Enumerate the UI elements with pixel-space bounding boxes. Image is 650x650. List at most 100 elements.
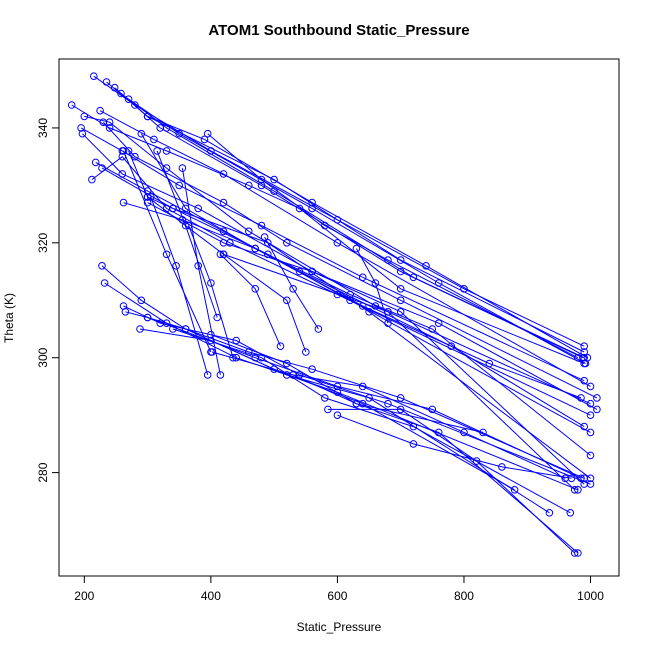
y-axis: 280 300 320 340 [36,118,60,483]
data-point [203,371,212,379]
data-point [100,279,109,287]
data-point [98,164,106,172]
data-point [510,486,519,494]
plot-area [67,72,601,557]
data-point [295,204,304,213]
data-point [346,296,354,305]
x-tick-label: 1000 [577,589,604,603]
data-point [384,399,392,408]
data-point [203,129,212,138]
data-point [384,319,392,328]
data-point [434,319,443,328]
y-tick-label: 320 [36,232,50,252]
data-point [567,474,576,483]
series-line-24 [150,196,209,376]
data-point [67,101,76,109]
data-point [289,371,297,379]
data-point [169,204,177,213]
series-line-26 [188,225,234,358]
data-point [219,250,228,259]
data-point [181,325,190,333]
data-point [245,227,253,236]
data-point [98,262,106,270]
data-point [308,365,316,374]
data-point [137,129,146,138]
data-point [283,296,291,305]
data-point [124,95,133,103]
series-line-31 [101,265,585,479]
data-point [396,308,405,316]
data-point [580,348,589,356]
data-point [276,342,285,351]
y-axis-label: Theta (K) [2,293,16,343]
data-point [77,124,85,132]
data-point [257,221,266,230]
data-point [90,72,98,80]
data-point [321,394,329,402]
data-point [586,451,595,460]
data-point [153,147,161,155]
data-point [302,348,310,356]
x-tick-label: 200 [74,589,94,603]
data-point [251,285,259,293]
data-point [308,267,316,276]
data-point [365,394,373,402]
series-line-42 [327,408,576,554]
data-point [131,152,139,161]
data-point [102,78,111,86]
series-line-25 [123,150,212,353]
data-point [124,147,133,155]
data-point [150,135,158,144]
data-point [574,486,582,494]
data-point [358,382,367,391]
series-line-16 [101,167,591,433]
series-line-7 [207,133,579,359]
data-point [119,147,128,155]
data-point [80,112,89,121]
data-point [583,353,592,362]
data-point [162,250,171,259]
series-line-41 [337,414,572,479]
series-line-19 [147,196,591,479]
data-point [396,394,405,402]
data-point [593,394,601,402]
data-point [577,394,585,402]
data-point [308,204,316,213]
chart-title: ATOM1 Southbound Static_Pressure [208,22,469,39]
series-line-18 [140,133,591,456]
y-tick-label: 340 [36,118,50,138]
data-point [110,83,119,92]
data-point [194,262,202,270]
data-point [586,480,595,488]
data-point [143,313,152,322]
data-point [314,325,323,333]
data-point [260,233,269,241]
series-line-39 [211,351,566,479]
data-point [78,129,87,138]
x-axis: 200 400 600 800 1000 [74,575,604,603]
data-point [175,129,183,138]
data-point [593,405,601,414]
data-point [586,382,595,391]
data-point [396,296,405,305]
data-point [460,428,468,437]
data-point [308,198,316,207]
data-point [200,135,209,144]
data-point [485,359,494,368]
data-point [333,382,342,391]
data-point [121,308,130,316]
data-point [207,279,215,287]
data-point [105,124,114,132]
data-point [428,325,437,333]
data-point [219,198,228,207]
data-point [131,101,139,109]
data-point [570,549,579,557]
data-point [283,239,291,247]
data-point [333,239,342,247]
series-line-8 [71,104,585,364]
data-point [264,239,272,247]
data-point [207,330,215,339]
data-point [184,221,193,230]
series-line-29 [264,236,319,330]
